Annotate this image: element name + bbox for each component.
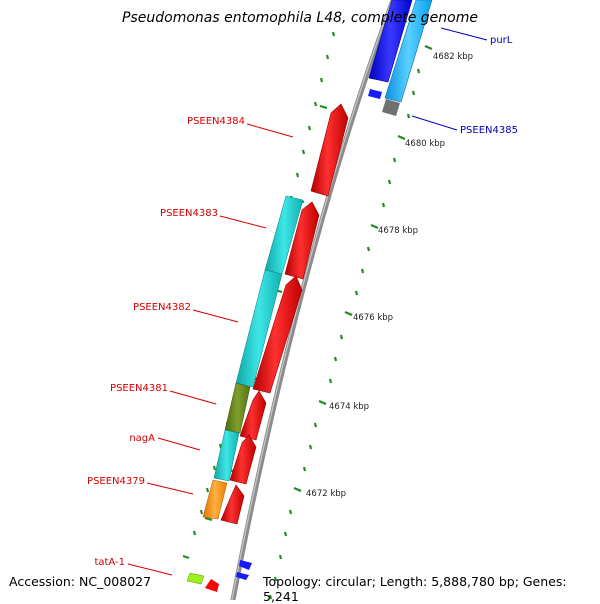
map-title: Pseudomonas entomophila L48, complete ge… [122,10,478,26]
gray-feature [382,99,400,116]
scale-label: 4676 kbp [353,313,393,323]
gene-labels-right: purL PSEEN4385 [460,35,518,136]
gene-label-PSEEN4382[interactable]: PSEEN4382 [133,302,191,313]
gene-label-PSEEN4381[interactable]: PSEEN4381 [110,383,168,394]
gene-tatA-1-arrow[interactable] [205,579,219,592]
gene-label-PSEEN4385[interactable]: PSEEN4385 [460,125,518,136]
genome-backbone [230,0,396,600]
cog-cyan-PSEEN4382[interactable] [235,269,283,388]
inner-scale-track [268,44,433,600]
gene-blue-small-2[interactable] [236,572,249,580]
label-connectors [127,27,488,576]
accession-text: Accession: NC_008027 [9,574,152,589]
reverse-strand-genes [236,0,433,580]
gene-label-tatA-1[interactable]: tatA-1 [94,557,125,568]
cog-green-tatA-1[interactable] [186,572,205,585]
gene-PSEEN4382-arrow[interactable] [252,275,303,394]
gene-labels-left: PSEEN4384 PSEEN4383 PSEEN4382 PSEEN4381 … [87,116,245,568]
gene-blue-small-1[interactable] [239,560,252,570]
gene-PSEEN4381-arrow[interactable] [239,390,267,441]
scale-labels: 4682 kbp 4680 kbp 4678 kbp 4676 kbp 4674… [306,52,473,499]
cog-cyan-nagA[interactable] [213,429,240,482]
gene-label-PSEEN4384[interactable]: PSEEN4384 [187,116,245,127]
cog-colored-genes [186,195,304,585]
cog-orange-PSEEN4379[interactable] [202,479,228,520]
gene-label-nagA[interactable]: nagA [129,433,155,444]
gene-PSEEN4383-arrow[interactable] [284,201,320,280]
scale-label: 4678 kbp [378,226,418,236]
scale-label: 4682 kbp [433,52,473,62]
gene-PSEEN4384-arrow[interactable] [310,103,349,197]
gene-PSEEN4385-arrow[interactable] [384,0,433,103]
gene-label-PSEEN4383[interactable]: PSEEN4383 [160,208,218,219]
gene-nagA-arrow[interactable] [229,434,257,485]
forward-strand-genes [205,103,349,592]
gene-purL-arrow[interactable] [368,0,413,83]
gene-blue-arrowhead[interactable] [368,89,382,99]
gene-PSEEN4379-arrow[interactable] [220,484,245,525]
scale-label: 4672 kbp [306,489,346,499]
scale-label: 4674 kbp [329,402,369,412]
gene-label-purL[interactable]: purL [490,35,513,46]
gene-label-PSEEN4379[interactable]: PSEEN4379 [87,476,145,487]
scale-label: 4680 kbp [405,139,445,149]
